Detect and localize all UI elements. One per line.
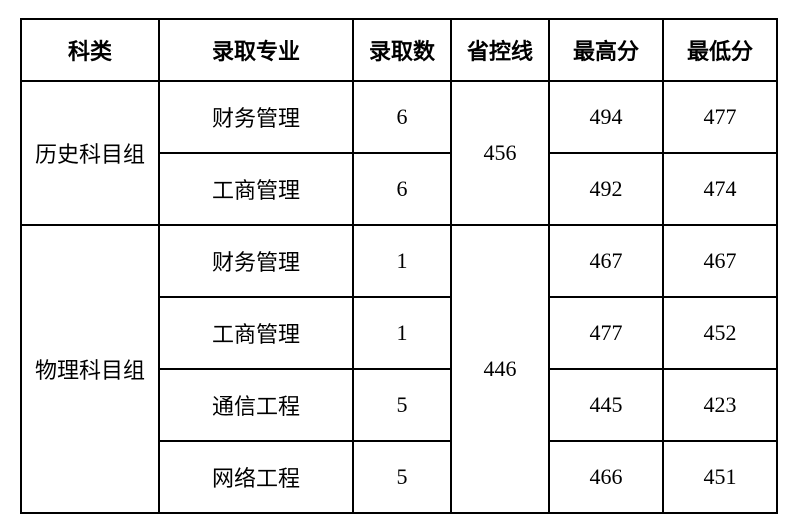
cell-count: 6 (353, 153, 451, 225)
cell-high: 467 (549, 225, 663, 297)
cell-low: 451 (663, 441, 777, 513)
cell-high: 477 (549, 297, 663, 369)
cell-count: 1 (353, 297, 451, 369)
cell-major: 财务管理 (159, 225, 353, 297)
cell-ctrl-line: 456 (451, 81, 549, 225)
cell-major: 工商管理 (159, 153, 353, 225)
col-header-low: 最低分 (663, 19, 777, 81)
cell-major: 财务管理 (159, 81, 353, 153)
cell-low: 452 (663, 297, 777, 369)
cell-count: 5 (353, 369, 451, 441)
cell-high: 494 (549, 81, 663, 153)
cell-ctrl-line: 446 (451, 225, 549, 513)
col-header-major: 录取专业 (159, 19, 353, 81)
table-header-row: 科类 录取专业 录取数 省控线 最高分 最低分 (21, 19, 777, 81)
cell-count: 6 (353, 81, 451, 153)
table-row: 物理科目组 财务管理 1 446 467 467 (21, 225, 777, 297)
cell-low: 423 (663, 369, 777, 441)
cell-category: 历史科目组 (21, 81, 159, 225)
cell-low: 477 (663, 81, 777, 153)
col-header-high: 最高分 (549, 19, 663, 81)
cell-category: 物理科目组 (21, 225, 159, 513)
col-header-category: 科类 (21, 19, 159, 81)
cell-high: 492 (549, 153, 663, 225)
col-header-ctrl: 省控线 (451, 19, 549, 81)
cell-count: 5 (353, 441, 451, 513)
table-row: 历史科目组 财务管理 6 456 494 477 (21, 81, 777, 153)
cell-major: 通信工程 (159, 369, 353, 441)
cell-major: 网络工程 (159, 441, 353, 513)
cell-low: 474 (663, 153, 777, 225)
cell-low: 467 (663, 225, 777, 297)
cell-high: 466 (549, 441, 663, 513)
admission-table: 科类 录取专业 录取数 省控线 最高分 最低分 历史科目组 财务管理 6 456… (20, 18, 778, 514)
cell-high: 445 (549, 369, 663, 441)
col-header-count: 录取数 (353, 19, 451, 81)
cell-count: 1 (353, 225, 451, 297)
cell-major: 工商管理 (159, 297, 353, 369)
